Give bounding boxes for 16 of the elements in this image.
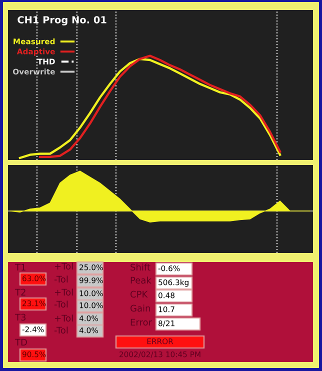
text: Peak bbox=[130, 276, 152, 284]
text: CPK bbox=[130, 290, 148, 298]
text: +Tol bbox=[54, 314, 73, 322]
text: T1 bbox=[14, 264, 26, 270]
text: -Tol bbox=[54, 326, 68, 334]
text: +Tol bbox=[54, 288, 73, 296]
text: -Tol bbox=[54, 300, 68, 308]
chart-title: CH1 Prog No. 01 bbox=[18, 16, 106, 26]
text: Shift bbox=[130, 264, 150, 271]
text: -Tol bbox=[54, 276, 68, 283]
text: Gain bbox=[130, 304, 150, 312]
text: T2 bbox=[14, 288, 26, 296]
text: Error bbox=[130, 318, 152, 326]
text: +Tol bbox=[54, 262, 73, 270]
text: T3 bbox=[14, 314, 26, 321]
text: TD bbox=[14, 338, 27, 346]
